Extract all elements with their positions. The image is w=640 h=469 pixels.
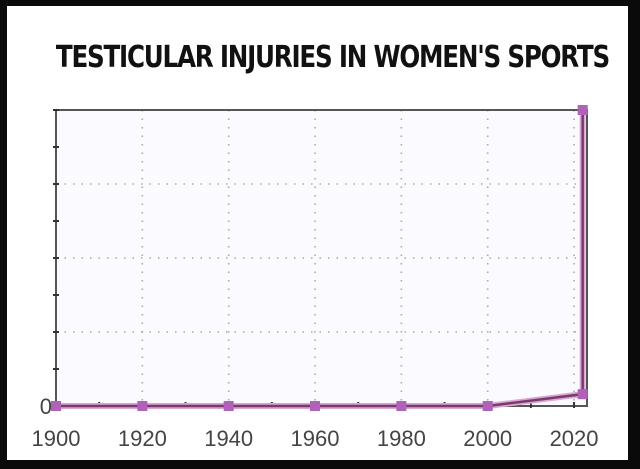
- chart-title: TESTICULAR INJURIES IN WOMEN'S SPORTS: [55, 40, 610, 75]
- data-point-marker: [51, 401, 61, 411]
- data-point-marker: [396, 401, 407, 411]
- grid-lines: [56, 110, 587, 406]
- data-point-marker: [223, 401, 234, 411]
- x-tick-label: 1980: [377, 426, 426, 451]
- x-tick-label: 1940: [204, 426, 253, 451]
- data-point-marker: [482, 401, 493, 411]
- tick-labels: 1900 1920 1940 1960 1980 2000 2020 0: [32, 394, 599, 451]
- data-point-marker: [577, 389, 588, 400]
- x-tick-label: 1900: [32, 426, 81, 451]
- y-tick-label: 0: [40, 394, 52, 419]
- x-tick-label: 1960: [291, 426, 340, 451]
- x-tick-label: 1920: [118, 426, 167, 451]
- series-line: [56, 110, 584, 408]
- data-point-marker: [577, 105, 588, 115]
- x-tick-label: 2020: [550, 426, 599, 451]
- data-point-marker: [310, 401, 321, 411]
- x-tick-label: 2000: [463, 426, 512, 451]
- data-point-marker: [137, 401, 148, 411]
- data-series: [51, 105, 588, 411]
